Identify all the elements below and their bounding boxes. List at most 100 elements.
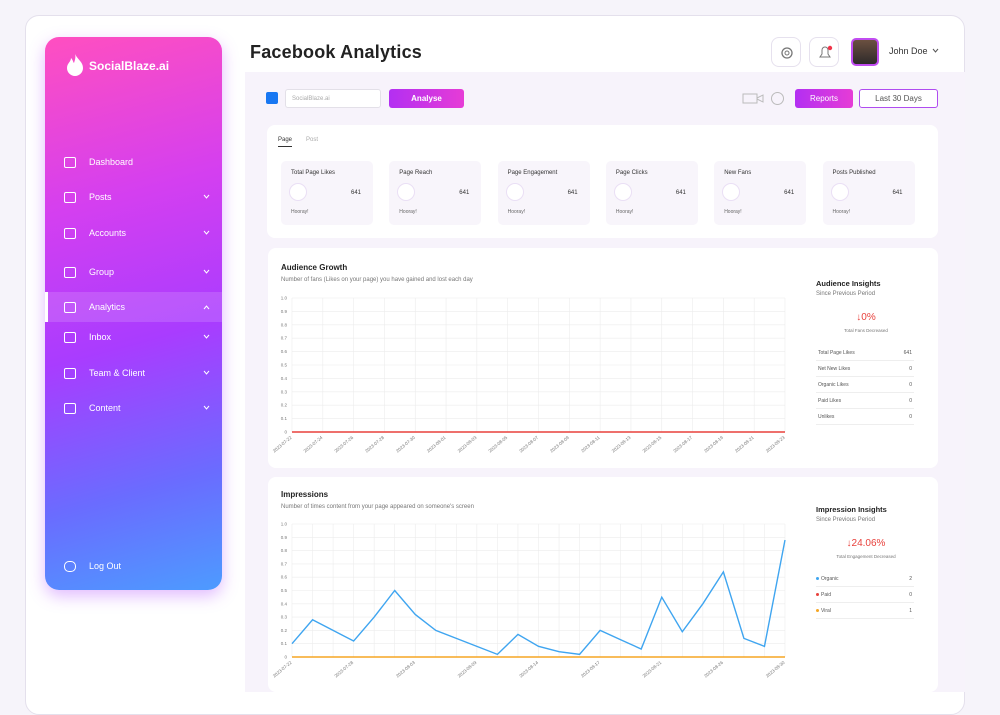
account-select[interactable]: SocialBlaze.ai <box>285 89 381 108</box>
stat-title: Page Reach <box>399 170 433 176</box>
chevron <box>203 305 210 310</box>
insights-row: Net New Likes 0 <box>816 361 914 377</box>
x-tick-label: 2023-08-17 <box>672 435 693 454</box>
x-tick-label: 2023-07-28 <box>364 435 385 454</box>
brand-name: SocialBlaze.ai <box>89 59 170 73</box>
account-select-value: SocialBlaze.ai <box>292 96 330 102</box>
insights-row: Organic 2 <box>816 571 914 587</box>
y-tick-label: 0.1 <box>281 416 288 421</box>
x-tick-label: 2023-08-19 <box>703 435 724 454</box>
y-tick-label: 0 <box>284 430 287 435</box>
menu-item[interactable]: Analytics <box>45 292 222 322</box>
stat-note: Hooray! <box>507 209 526 215</box>
chevron <box>203 194 210 199</box>
x-tick-label: 2023-07-22 <box>272 660 293 679</box>
insights-value: 1 <box>909 608 912 614</box>
logout[interactable]: Log Out <box>45 551 222 581</box>
menu-item[interactable]: Posts <box>45 182 222 212</box>
menu-chevron <box>203 334 210 339</box>
x-tick-label: 2023-08-30 <box>765 660 786 679</box>
menu-label: Posts <box>89 192 112 202</box>
menu-item[interactable]: Dashboard <box>45 147 222 177</box>
insights-label: Organic <box>821 576 839 582</box>
audience-chart: 0 0.1 0.2 0.3 0.4 0.5 0.6 0.7 0.8 0.9 1.0 2023-07-2… <box>272 296 786 454</box>
x-tick-label: 2023-07-22 <box>272 435 293 454</box>
tab[interactable]: Page <box>278 137 293 147</box>
insights-value: 0 <box>909 398 912 404</box>
menu-item[interactable]: Content <box>45 393 222 423</box>
x-tick-label: 2023-08-07 <box>518 435 539 454</box>
stat-card: Total Page Likes 641 Hooray! <box>281 161 373 225</box>
y-tick-label: 1.0 <box>281 296 288 301</box>
insights-row: Total Page Likes 641 <box>816 345 914 361</box>
range-button[interactable]: Last 30 Days <box>859 89 938 108</box>
stat-card: Page Reach 641 Hooray! <box>389 161 482 225</box>
stat-icon <box>289 183 307 201</box>
menu-item[interactable]: Group <box>45 257 222 287</box>
stat-card: Page Clicks 641 Hooray! <box>605 161 698 225</box>
y-tick-label: 0.9 <box>281 309 288 314</box>
help-icon[interactable] <box>770 91 785 106</box>
reports-button[interactable]: Reports <box>795 89 853 108</box>
legend-dot <box>816 593 819 596</box>
insights-change: ↓24.06% <box>846 538 886 549</box>
stat-card: New Fans 641 Hooray! <box>714 161 807 225</box>
impressions-subtitle: Number of times content from your page a… <box>281 504 474 510</box>
menu-label: Inbox <box>89 332 112 342</box>
notifications-button[interactable] <box>809 37 839 67</box>
analyse-button[interactable]: Analyse <box>389 89 464 108</box>
user-caret <box>932 48 939 53</box>
stat-title: Posts Published <box>832 170 876 176</box>
x-tick-label: 2023-07-24 <box>303 435 324 454</box>
page-title: Facebook Analytics <box>250 42 422 62</box>
menu-item[interactable]: Accounts <box>45 218 222 248</box>
y-tick-label: 0.7 <box>281 336 288 341</box>
logout-label: Log Out <box>89 561 122 571</box>
stat-value: 641 <box>350 190 361 196</box>
menu-chevron <box>203 305 210 310</box>
y-tick-label: 0.4 <box>281 376 288 381</box>
settings-button[interactable] <box>771 37 801 67</box>
x-tick-label: 2023-08-09 <box>549 435 570 454</box>
y-tick-label: 0.5 <box>281 363 288 368</box>
x-tick-label: 2023-08-03 <box>395 660 416 679</box>
stat-title: New Fans <box>724 170 752 176</box>
insights-value: 0 <box>909 592 912 598</box>
y-tick-label: 0.7 <box>281 561 288 566</box>
insights-row: Paid Likes 0 <box>816 393 914 409</box>
x-tick-label: 2023-08-26 <box>703 660 724 679</box>
stat-value: 641 <box>567 190 578 196</box>
stat-note: Hooray! <box>832 209 851 215</box>
menu-icon <box>64 402 76 414</box>
sidebar: SocialBlaze.ai Log Out Dashboard Posts Acc… <box>45 37 222 590</box>
insights-subtitle: Since Previous Period <box>816 291 876 297</box>
insights-label: Unlikes <box>818 414 835 420</box>
stat-title: Total Page Likes <box>291 170 336 176</box>
stat-note: Hooray! <box>291 209 309 215</box>
stat-value: 641 <box>784 190 795 196</box>
stat-icon <box>830 183 849 201</box>
stat-card: Posts Published 641 Hooray! <box>822 161 915 225</box>
menu-icon <box>64 156 76 168</box>
y-tick-label: 0.2 <box>281 403 288 408</box>
y-tick-label: 0.4 <box>281 601 288 606</box>
y-tick-label: 0.3 <box>281 615 288 620</box>
menu-item[interactable]: Team & Client <box>45 358 222 388</box>
insights-row: Organic Likes 0 <box>816 377 914 393</box>
menu-label: Team & Client <box>89 368 146 378</box>
stat-title: Page Clicks <box>615 170 648 176</box>
video-icon[interactable] <box>742 92 764 105</box>
avatar[interactable] <box>851 38 879 66</box>
insights-label: Paid Likes <box>818 398 842 404</box>
y-tick-label: 0.8 <box>281 548 288 553</box>
menu-item[interactable]: Inbox <box>45 322 222 352</box>
tab[interactable]: Post <box>306 137 319 143</box>
facebook-icon <box>266 92 278 104</box>
menu-icon <box>64 227 76 239</box>
insights-label: Organic Likes <box>818 382 849 388</box>
menu-chevron <box>203 269 210 274</box>
x-tick-label: 2023-08-13 <box>611 435 632 454</box>
menu-chevron <box>203 194 210 199</box>
series-line <box>291 539 786 656</box>
user-name[interactable]: John Doe <box>889 46 928 56</box>
